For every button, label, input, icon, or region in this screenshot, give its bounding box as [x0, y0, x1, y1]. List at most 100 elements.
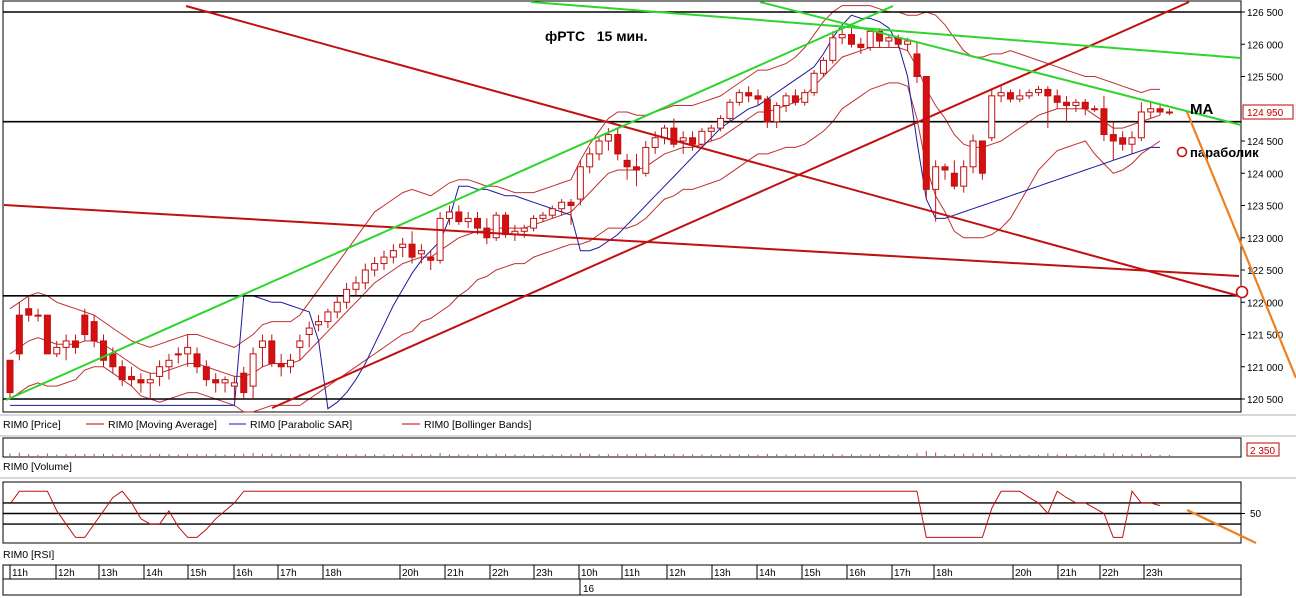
candle-body[interactable] — [595, 140, 603, 155]
candle-body[interactable] — [810, 72, 818, 94]
candle-body[interactable] — [969, 140, 977, 168]
candle-body[interactable] — [1165, 111, 1173, 114]
candle-body[interactable] — [221, 379, 229, 384]
candle-body[interactable] — [268, 340, 276, 365]
candle-body[interactable] — [1137, 111, 1145, 139]
candle-body[interactable] — [857, 43, 865, 48]
candle-body[interactable] — [997, 92, 1005, 97]
candle-body[interactable] — [848, 34, 855, 45]
candle-body[interactable] — [885, 37, 893, 42]
candle-body[interactable] — [782, 95, 790, 107]
trend-line[interactable] — [271, 1, 1190, 409]
candle-body[interactable] — [754, 95, 762, 100]
candle-body[interactable] — [240, 372, 248, 394]
candle-body[interactable] — [408, 243, 416, 258]
candle-body[interactable] — [651, 137, 659, 148]
candle-body[interactable] — [576, 166, 584, 200]
candle-body[interactable] — [193, 353, 201, 368]
candle-body[interactable] — [773, 105, 781, 123]
candle-body[interactable] — [1053, 95, 1061, 103]
candle-body[interactable] — [249, 353, 257, 387]
candle-body[interactable] — [417, 250, 425, 255]
candle-body[interactable] — [707, 127, 715, 132]
candle-body[interactable] — [81, 314, 89, 335]
candle-body[interactable] — [53, 346, 61, 355]
trend-line[interactable] — [5, 5, 894, 401]
candle-body[interactable] — [156, 366, 164, 377]
candle-body[interactable] — [464, 217, 472, 223]
candle-body[interactable] — [932, 166, 940, 190]
trend-line[interactable] — [759, 1, 1242, 126]
candle-body[interactable] — [1128, 137, 1136, 145]
candle-body[interactable] — [539, 214, 547, 219]
candle-body[interactable] — [1072, 101, 1080, 107]
candle-body[interactable] — [1100, 108, 1108, 136]
price-candles-layer[interactable] — [6, 24, 1173, 399]
candle-body[interactable] — [474, 217, 481, 229]
candle-body[interactable] — [735, 92, 743, 103]
candle-body[interactable] — [296, 340, 304, 348]
candle-body[interactable] — [34, 314, 42, 317]
candle-body[interactable] — [913, 53, 921, 77]
candle-body[interactable] — [6, 359, 14, 394]
candle-body[interactable] — [427, 256, 435, 261]
candle-body[interactable] — [941, 166, 949, 171]
candle-body[interactable] — [689, 137, 697, 145]
candle-body[interactable] — [530, 217, 538, 229]
candle-body[interactable] — [118, 366, 126, 381]
candle-body[interactable] — [202, 366, 210, 381]
candle-body[interactable] — [745, 92, 753, 97]
candle-body[interactable] — [1147, 108, 1155, 113]
candle-body[interactable] — [137, 379, 145, 384]
candle-body[interactable] — [819, 59, 827, 74]
candle-body[interactable] — [361, 269, 369, 284]
candle-body[interactable] — [1081, 101, 1089, 110]
candle-body[interactable] — [1109, 134, 1117, 142]
candle-body[interactable] — [43, 314, 51, 355]
trend-line[interactable] — [185, 5, 1240, 297]
candle-body[interactable] — [502, 214, 510, 236]
candle-body[interactable] — [698, 130, 706, 145]
candle-body[interactable] — [436, 217, 444, 261]
candle-body[interactable] — [324, 311, 332, 323]
candle-body[interactable] — [277, 363, 285, 368]
candle-body[interactable] — [614, 134, 622, 155]
candle-body[interactable] — [604, 134, 612, 142]
candle-body[interactable] — [371, 263, 379, 271]
candle-body[interactable] — [632, 166, 640, 171]
candle-body[interactable] — [492, 214, 500, 239]
candle-body[interactable] — [380, 256, 388, 265]
candle-body[interactable] — [679, 137, 687, 142]
candle-body[interactable] — [922, 76, 930, 190]
candle-body[interactable] — [866, 30, 874, 48]
price-trendlines-layer[interactable] — [3, 1, 1242, 409]
candle-body[interactable] — [988, 95, 996, 139]
candle-body[interactable] — [567, 201, 575, 206]
candle-body[interactable] — [1025, 92, 1033, 97]
candle-body[interactable] — [15, 314, 23, 355]
candle-body[interactable] — [71, 340, 79, 348]
candle-body[interactable] — [520, 227, 528, 232]
candle-body[interactable] — [352, 282, 360, 290]
candle-body[interactable] — [212, 379, 220, 384]
candle-body[interactable] — [287, 359, 294, 368]
candle-body[interactable] — [1156, 108, 1164, 113]
candle-body[interactable] — [174, 353, 182, 356]
candle-body[interactable] — [389, 250, 397, 258]
candle-body[interactable] — [305, 327, 313, 335]
candle-body[interactable] — [1006, 92, 1014, 100]
candle-body[interactable] — [717, 117, 725, 129]
candle-body[interactable] — [642, 146, 650, 174]
candle-body[interactable] — [726, 101, 734, 119]
candle-body[interactable] — [1091, 108, 1099, 111]
candle-body[interactable] — [62, 340, 70, 348]
candle-body[interactable] — [829, 37, 837, 61]
candle-body[interactable] — [950, 172, 958, 187]
candle-body[interactable] — [548, 208, 556, 216]
candle-body[interactable] — [763, 98, 771, 123]
candle-body[interactable] — [586, 153, 594, 168]
trend-line[interactable] — [3, 204, 1240, 277]
candle-body[interactable] — [184, 346, 192, 355]
candle-body[interactable] — [960, 166, 968, 187]
candle-body[interactable] — [90, 321, 98, 342]
